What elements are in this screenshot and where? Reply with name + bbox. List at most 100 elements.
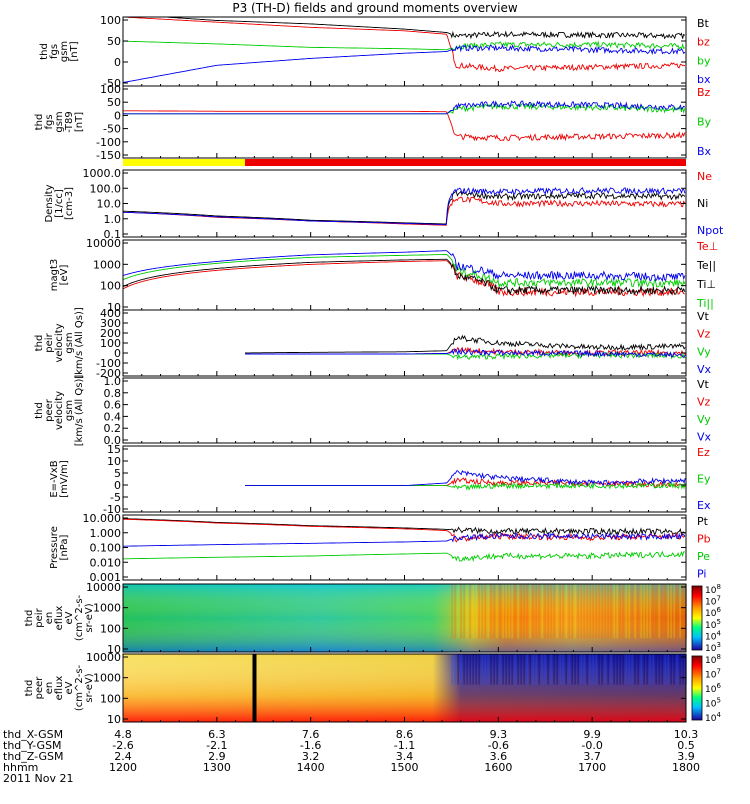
peir-spectrogram-streak — [460, 584, 462, 639]
pressure-ylabel: [nPa] — [59, 534, 70, 560]
fgs-ylabel: gsm — [59, 41, 70, 62]
peer-spectrogram-streak — [604, 654, 606, 685]
peer-spectrogram-data-gap — [252, 654, 257, 722]
peir-spectrogram-streak — [562, 584, 564, 639]
peer-spectrogram-streak — [571, 654, 573, 685]
temperature-series-Te|| — [122, 258, 686, 296]
peir-spectrogram-ylabel: eflux — [54, 606, 65, 631]
pressure-ytick-label: 0.100 — [90, 542, 122, 555]
xaxis-cell: 7.6 — [302, 728, 320, 741]
peir-velocity-ytick-label: 300 — [100, 317, 121, 330]
peir-spectrogram-streak — [496, 584, 498, 639]
fgs-t89-ylabel: [nT] — [74, 112, 85, 132]
peer-spectrogram-streak — [631, 654, 633, 685]
temperature-frame — [122, 239, 687, 311]
peir-spectrogram-streak — [565, 584, 567, 639]
peir-velocity-ylabel: peir — [44, 332, 55, 352]
peer-spectrogram-streak — [502, 654, 504, 685]
peir-spectrogram-colorbar-label: 103 — [705, 641, 721, 654]
peer-spectrogram-streak — [487, 654, 489, 685]
temperature-ytick-label: 10 — [107, 301, 121, 314]
fgs-frame — [122, 16, 687, 87]
peer-spectrogram-streak — [541, 654, 543, 685]
peer-spectrogram-streak — [595, 654, 597, 685]
peir-spectrogram-ytick-label: 10000 — [86, 581, 121, 594]
peir-spectrogram-streak — [682, 584, 684, 639]
peir-spectrogram-streak — [481, 584, 483, 639]
xaxis-row-label: 2011 Nov 21 — [3, 772, 73, 785]
pressure-series-Pi — [123, 531, 686, 547]
density-ylabel: [cm-3] — [64, 187, 75, 220]
xaxis-row-label: thd_Z-GSM — [3, 750, 63, 763]
colorbar-label-exponent: 7 — [716, 595, 720, 603]
efield-ytick-label: -5 — [110, 491, 121, 504]
peir-spectrogram-streak — [610, 584, 612, 639]
fgs-ytick-label: 0 — [114, 56, 121, 69]
xaxis-row-label: thd_X-GSM — [3, 728, 63, 741]
peir-spectrogram-streak — [478, 584, 480, 639]
peir-spectrogram-streak — [640, 584, 642, 639]
colorbar-label-exponent: 5 — [716, 618, 720, 626]
peer-spectrogram-streak — [517, 654, 519, 685]
peir-spectrogram-streak — [454, 584, 456, 639]
panel-density: 1000.0 100.0 10.0 1.0 0.1 Density [1/cc] [cm-3]… — [44, 167, 724, 241]
peer-velocity-ytick-label: 0.6 — [104, 399, 122, 412]
peir-spectrogram-streak — [544, 584, 546, 639]
density-ytick-label: 1.0 — [104, 213, 122, 226]
peer-spectrogram-streak — [484, 654, 486, 685]
fgs-t89-series-Bz — [123, 110, 686, 142]
density-ytick-label: 1000.0 — [83, 167, 122, 180]
peer-spectrogram-streak — [679, 654, 681, 685]
temperature-ytick-label: 100 — [100, 280, 121, 293]
peer-spectrogram-streak — [661, 654, 663, 685]
peer-spectrogram-streak — [535, 654, 537, 685]
peir-spectrogram-streak — [655, 584, 657, 639]
peir-spectrogram-streak — [469, 584, 471, 639]
peir-spectrogram-streak — [664, 584, 666, 639]
peer-spectrogram-streak — [505, 654, 507, 685]
xaxis-cell: -0.0 — [581, 739, 602, 752]
peer-spectrogram-streak — [601, 654, 603, 685]
peer-spectrogram-streak — [616, 654, 618, 685]
peer-spectrogram-ylabel: peer — [34, 676, 45, 700]
density-legend-2: Npot — [697, 224, 724, 237]
peir-spectrogram-streak — [571, 584, 573, 639]
fgs-t89-ytick-label: 50 — [107, 96, 121, 109]
peir-spectrogram-streak — [574, 584, 576, 639]
fgs-t89-legend-1: By — [697, 115, 712, 128]
density-ytick-label: 10.0 — [97, 198, 122, 211]
xaxis-cell: -0.6 — [488, 739, 509, 752]
temperature-series-Ti|| — [122, 254, 686, 288]
peer-velocity-frame — [122, 377, 687, 444]
peer-spectrogram-streak — [625, 654, 627, 685]
xaxis-cell: 1600 — [484, 761, 512, 774]
peir-spectrogram-ytick-label: 100 — [100, 622, 121, 635]
peir-spectrogram-streak — [676, 584, 678, 639]
colorbar-label-base: 10 — [705, 700, 717, 710]
peer-spectrogram-streak — [514, 654, 516, 685]
peer-spectrogram-colorbar-label: 107 — [705, 668, 721, 681]
peer-spectrogram-streak — [463, 654, 465, 685]
peer-spectrogram-streak — [493, 654, 495, 685]
peer-spectrogram-streak — [469, 654, 471, 685]
fgs-t89-frame — [122, 85, 687, 159]
xaxis-cell: -1.1 — [394, 739, 415, 752]
peir-spectrogram-colorbar-label: 107 — [705, 595, 721, 608]
peir-spectrogram-streak — [607, 584, 609, 639]
peer-spectrogram-ytick-label: 100 — [100, 692, 121, 705]
fgs-t89-series-Bx — [123, 100, 686, 115]
fgs-t89-legend-0: Bz — [697, 86, 711, 99]
peir-spectrogram-streak — [658, 584, 660, 639]
efield-legend-0: Ez — [697, 446, 710, 459]
peir-spectrogram-streak — [550, 584, 552, 639]
plot-title: P3 (TH-D) fields and ground moments over… — [232, 1, 517, 15]
peir-spectrogram-streak — [541, 584, 543, 639]
pressure-series-Pe — [122, 550, 685, 563]
peir-velocity-ylabel: [km/s (All Qs)] — [74, 307, 85, 379]
xaxis-cell: 10.3 — [674, 728, 699, 741]
peir-spectrogram-streak — [628, 584, 630, 639]
pressure-ytick-label: 10.000 — [83, 512, 122, 525]
efield-legend-1: Ey — [697, 473, 711, 486]
peer-spectrogram-streak — [667, 654, 669, 685]
